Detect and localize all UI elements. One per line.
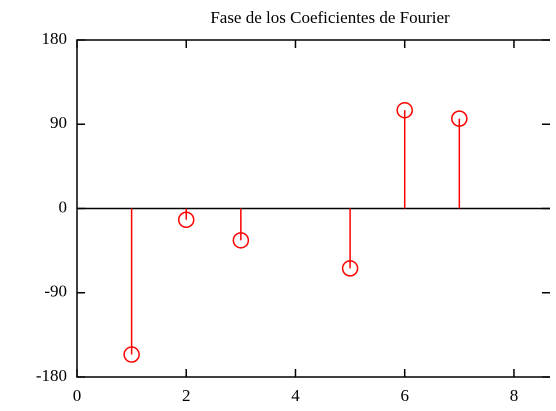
stem-marker [341, 260, 359, 277]
y-tick-label: 180 [42, 29, 68, 48]
x-tick-label: 2 [182, 386, 191, 405]
stem-marker [232, 232, 250, 249]
y-tick-label: -180 [36, 366, 67, 385]
x-tick-label: 6 [400, 386, 409, 405]
y-tick-label: 0 [59, 197, 68, 216]
y-tick-label: 90 [50, 113, 67, 132]
y-tick-label: -90 [44, 282, 67, 301]
x-tick-label: 8 [510, 386, 519, 405]
x-tick-label: 0 [73, 386, 82, 405]
stem-marker [451, 110, 468, 127]
chart-title: Fase de los Coeficientes de Fourier [210, 8, 450, 27]
stem-marker [177, 211, 195, 228]
stem-marker [123, 346, 140, 363]
x-tick-label: 4 [291, 386, 300, 405]
stem-marker [396, 101, 413, 119]
